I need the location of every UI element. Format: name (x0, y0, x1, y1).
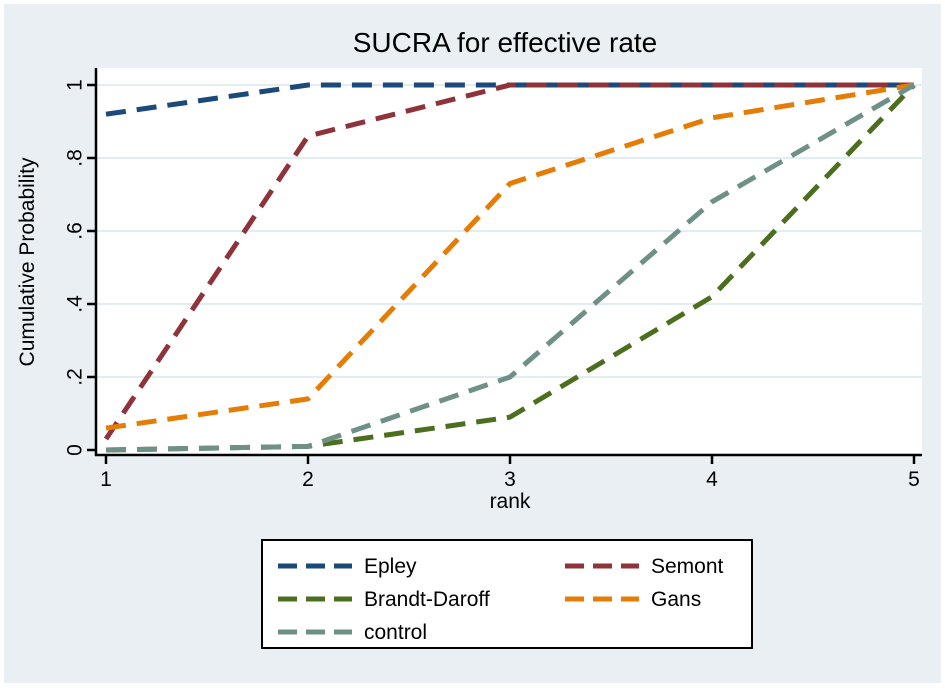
legend-label: control (364, 621, 427, 644)
legend-label: Brandt-Daroff (364, 588, 490, 611)
legend-item-brandt-daroff: Brandt-Daroff (278, 588, 490, 611)
series-line-gans (105, 82, 915, 431)
y-tick-label: .4 (64, 295, 87, 313)
legend-label: Epley (364, 555, 417, 578)
series-line-semont (103, 82, 914, 441)
legend-item-control: control (278, 621, 427, 644)
legend-item-epley: Epley (278, 555, 417, 578)
y-tick-label: 0 (64, 444, 87, 456)
chart-title: SUCRA for effective rate (353, 27, 658, 58)
x-tick-label: 3 (504, 468, 516, 491)
x-axis-label: rank (490, 490, 531, 513)
legend-label: Semont (651, 555, 724, 578)
x-tick-label: 1 (100, 468, 112, 491)
plot-area (96, 68, 922, 455)
y-tick-label: 1 (64, 79, 87, 91)
y-tick-label: .8 (64, 149, 87, 167)
x-tick-label: 5 (908, 468, 920, 491)
sucra-chart-svg: 0 .2 .4 .6 .8 1 1 2 3 4 5 SUCRA for effective rate… (4, 4, 941, 683)
y-axis-label: Cumulative Probability (16, 157, 39, 366)
series-lines (103, 82, 916, 453)
legend-label: Gans (651, 588, 701, 611)
tick-marks: 0 .2 .4 .6 .8 1 1 2 3 4 5 (64, 79, 920, 491)
x-tick-label: 2 (302, 468, 314, 491)
legend-item-semont: Semont (565, 555, 724, 578)
axes (94, 68, 922, 457)
y-tick-label: .2 (64, 368, 87, 386)
y-tick-label: .6 (64, 222, 87, 240)
legend: Epley Semont Brandt-Daroff Gans control (261, 539, 753, 649)
legend-items: Epley Semont Brandt-Daroff Gans control (278, 555, 724, 644)
gridlines (96, 84, 922, 378)
x-tick-label: 4 (706, 468, 718, 491)
legend-item-gans: Gans (565, 588, 701, 611)
series-line-control (105, 82, 916, 453)
